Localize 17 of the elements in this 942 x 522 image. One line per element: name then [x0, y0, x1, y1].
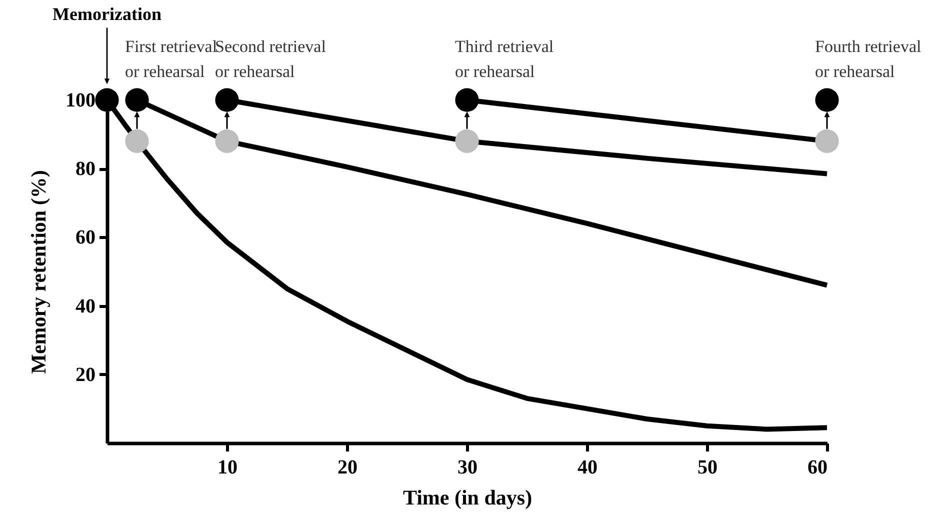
y-tick-label: 100	[66, 90, 96, 112]
y-tick-label: 60	[76, 226, 96, 249]
x-tick-label: 10	[218, 456, 238, 478]
text: Memorization	[52, 4, 162, 24]
x-tick-label: 60	[808, 456, 828, 478]
annotation: Second retrieval or rehearsal	[215, 37, 326, 81]
x-tick-label: 30	[458, 456, 478, 478]
annotation: Third retrieval or rehearsal	[455, 37, 554, 81]
x-tick-label: 50	[698, 456, 718, 478]
y-tick-label: 20	[76, 364, 96, 386]
x-tick-label: 20	[338, 456, 358, 478]
annotation: Fourth retrieval or rehearsal	[815, 37, 922, 81]
x-axis-title: Time (in days)	[402, 486, 532, 510]
x-tick-label: 40	[578, 456, 598, 478]
y-tick-label: 40	[76, 295, 96, 318]
y-axis-title: Memory retention (%)	[26, 170, 50, 374]
y-tick-label: 80	[76, 158, 96, 180]
